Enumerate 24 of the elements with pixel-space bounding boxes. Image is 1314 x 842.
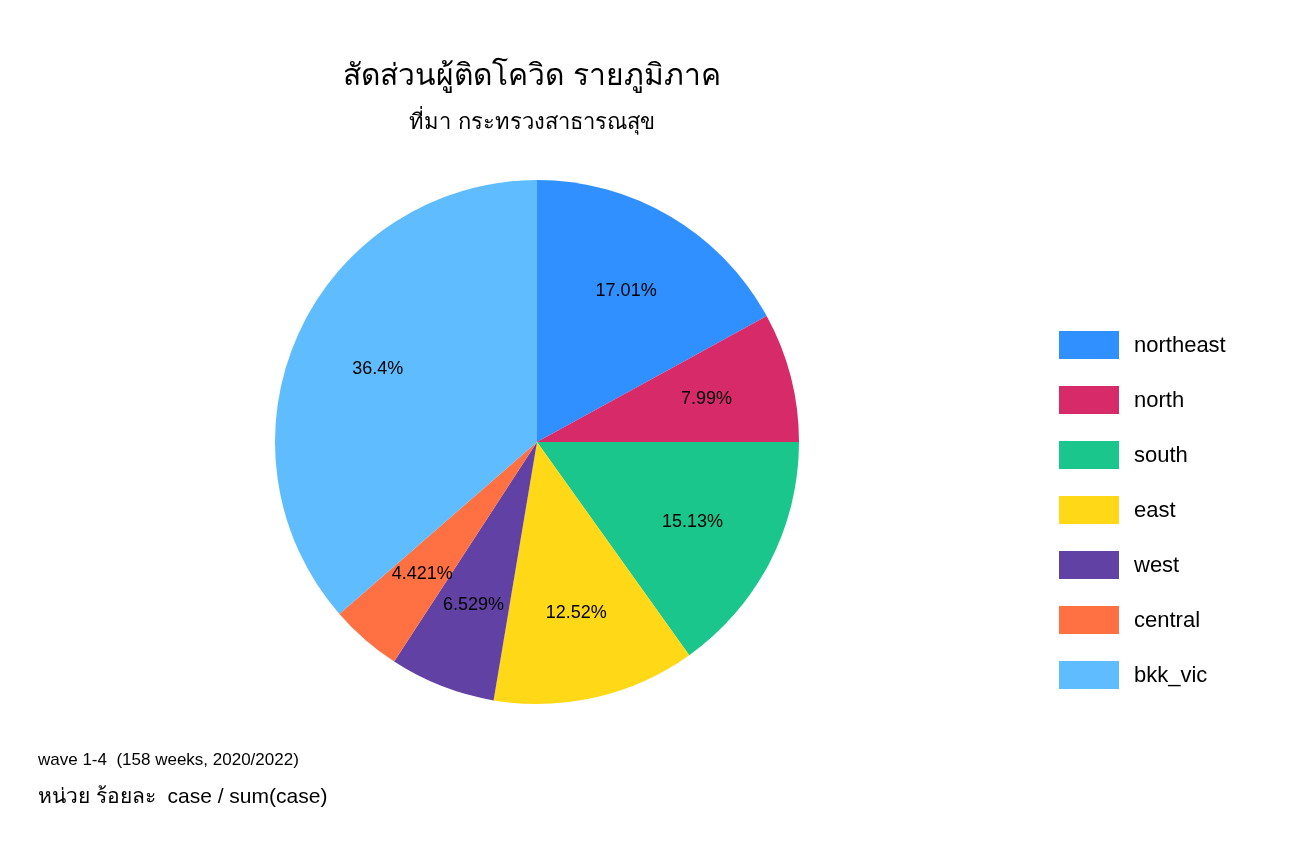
pie-slice [394, 442, 537, 701]
text: หน่วย ร้อยละ case / sum(case) [38, 784, 328, 807]
chart-title: สัดส่วนผู้ติดโควิด รายภูมิภาค [343, 57, 721, 93]
legend-label: central [1134, 607, 1201, 632]
data-label: 17.01% [595, 280, 657, 301]
pie-slice [275, 180, 537, 615]
data-label: 7.99% [680, 387, 733, 408]
chart-subtitle: ที่มา กระทรวงสาธารณสุข [409, 106, 655, 135]
pie-slice [339, 442, 537, 662]
pie-slice [537, 180, 767, 442]
data-label: 36.4% [352, 358, 404, 379]
legend-label: west [1133, 552, 1180, 577]
legend-label: south [1134, 442, 1188, 467]
data-label: 15.13% [662, 511, 724, 532]
data-label: 12.52% [545, 601, 607, 622]
legend-label: bkk_vic [1134, 662, 1208, 687]
legend-label: north [1134, 387, 1185, 412]
pie-slice [537, 315, 799, 442]
text: wave 1-4 (158 weeks, 2020/2022) [37, 750, 299, 769]
pie-slice [537, 442, 799, 656]
legend-label: east [1134, 497, 1176, 522]
data-label: 4.421% [391, 563, 453, 584]
data-label: 6.529% [442, 594, 504, 615]
legend-label: northeast [1134, 332, 1226, 357]
